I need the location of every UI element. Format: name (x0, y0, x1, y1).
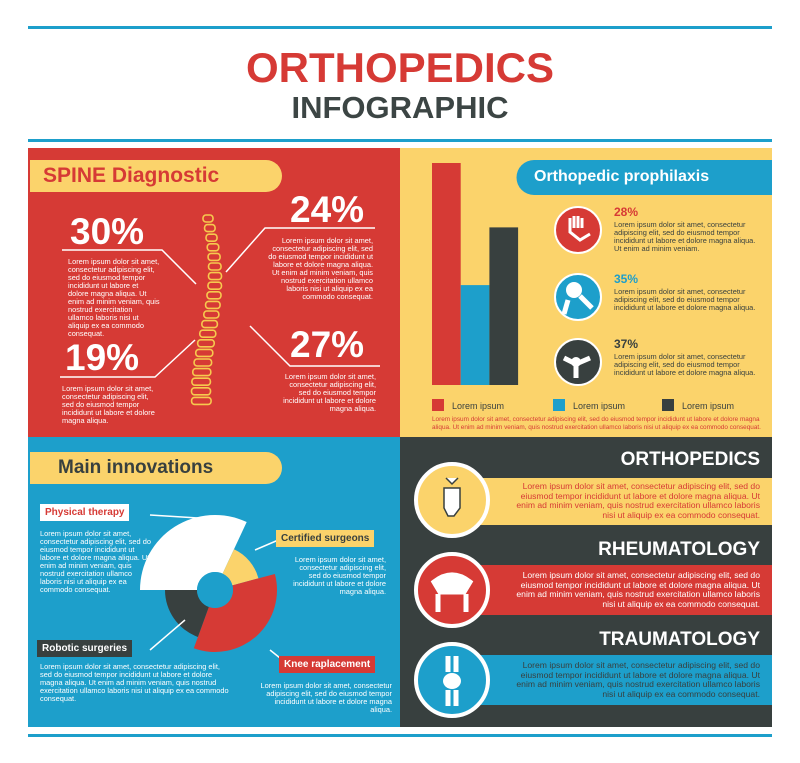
legend-label: Lorem ipsum (452, 401, 504, 411)
innovation-label: Robotic surgeries (37, 640, 133, 657)
vertebra (204, 300, 221, 310)
donut-segment (193, 573, 277, 652)
innovation-text: Lorem ipsum dolor sit amet, consectetur … (40, 662, 229, 703)
stat-text: Lorem ipsum dolor sit amet, consectetur … (268, 236, 373, 301)
donut-hole (197, 572, 233, 608)
item-value: 35% (614, 272, 639, 286)
item-text: Lorem ipsum dolor sit amet, consectetur … (614, 220, 756, 253)
vertebra (190, 386, 212, 396)
legend-label: Lorem ipsum (573, 401, 625, 411)
bar (489, 227, 519, 385)
specialty-text: Lorem ipsum dolor sit amet, consectetur … (516, 481, 760, 520)
item-text: Lorem ipsum dolor sit amet, consectetur … (614, 287, 756, 312)
label-box (30, 452, 282, 484)
footnote: Lorem ipsum dolor sit amet, consectetur … (432, 416, 761, 431)
pointer-line (149, 514, 231, 521)
vertebra (205, 233, 218, 242)
innovation-text: Lorem ipsum dolor sit amet, consectetur … (260, 681, 392, 714)
vertebra (194, 348, 214, 358)
section-title: Main innovations (58, 457, 214, 478)
vertebra (207, 252, 221, 262)
vertebra (206, 290, 222, 300)
donut-segment (140, 515, 247, 590)
innovation-label: Physical therapy (40, 504, 130, 521)
legend-swatch (662, 399, 674, 411)
pointer-line (149, 619, 186, 651)
specialty-title: RHEUMATOLOGY (598, 539, 760, 560)
specialty-title: ORTHOPEDICS (620, 449, 760, 470)
vertebra (191, 377, 212, 387)
vertebra (196, 338, 215, 348)
item-value: 37% (614, 337, 639, 351)
legend-label: Lorem ipsum (682, 401, 734, 411)
icons (554, 206, 602, 386)
specialty-title: TRAUMATOLOGY (599, 629, 760, 650)
section-title: Orthopedic prophilaxis (534, 168, 710, 185)
title: ORTHOPEDICS (245, 44, 555, 91)
stat-text: Lorem ipsum dolor sit amet, consectetur … (62, 384, 155, 425)
innovation-text: Lorem ipsum dolor sit amet, consectetur … (293, 555, 386, 596)
specialty-bands (414, 462, 772, 718)
bottom-rule (28, 734, 772, 737)
donut-segment (164, 590, 209, 637)
vertebra (191, 367, 212, 377)
vertebra (190, 396, 212, 406)
specialty-text: Lorem ipsum dolor sit amet, consectetur … (516, 660, 760, 699)
section-title: SPINE Diagnostic (43, 164, 220, 187)
stat-text: Lorem ipsum dolor sit amet, consectetur … (68, 257, 160, 338)
innovations-donut (140, 514, 291, 667)
subtitle: INFOGRAPHIC (291, 90, 509, 125)
rule (28, 139, 772, 142)
label-box (30, 160, 282, 192)
stat-value: 19% (65, 337, 140, 378)
item-value: 28% (614, 205, 639, 219)
vertebra (198, 329, 217, 339)
label-box (516, 160, 772, 195)
vertebra (201, 319, 219, 329)
bar (460, 285, 490, 385)
stat-value: 24% (290, 189, 365, 230)
vertebra (206, 243, 220, 252)
legend-swatch (553, 399, 565, 411)
specialty-text: Lorem ipsum dolor sit amet, consectetur … (516, 570, 760, 609)
innovation-label: Knee raplacement (279, 656, 376, 673)
vertebra (202, 214, 214, 223)
item-text: Lorem ipsum dolor sit amet, consectetur … (614, 352, 756, 377)
vertebra (207, 281, 223, 291)
bar-chart: Lorem ipsum Lorem ipsum Lorem ipsum (432, 163, 734, 411)
donut-segment (222, 549, 259, 586)
vertebra (203, 223, 216, 233)
top-rule (28, 26, 772, 29)
legend-swatch (432, 399, 444, 411)
bar (432, 163, 461, 385)
spine-icon (190, 214, 223, 406)
vertebra (207, 262, 222, 271)
stat-value: 30% (70, 211, 145, 252)
vertebra (207, 271, 223, 281)
stat-value: 27% (290, 324, 365, 365)
innovation-text: Lorem ipsum dolor sit amet, consectetur … (40, 529, 151, 594)
vertebra (193, 358, 213, 367)
innovation-label: Certified surgeons (276, 530, 375, 547)
stat-text: Lorem ipsum dolor sit amet, consectetur … (283, 372, 376, 413)
vertebra (203, 310, 220, 319)
connectors (60, 227, 380, 378)
